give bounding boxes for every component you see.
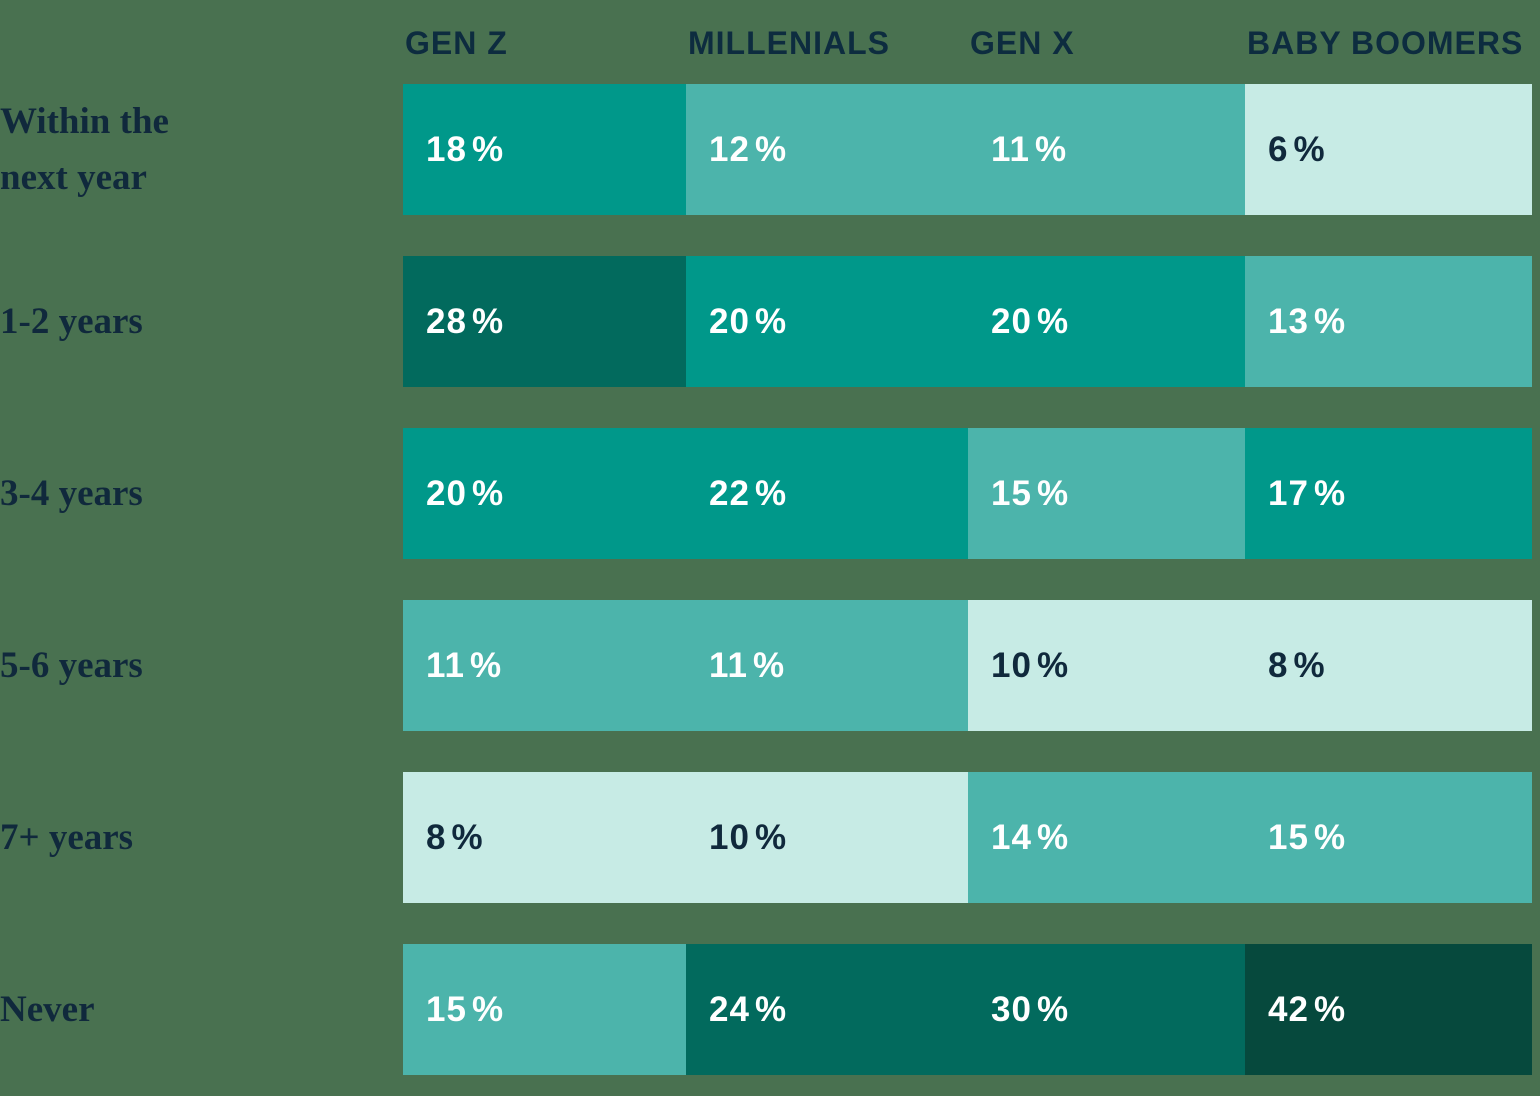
heatmap-cell: 10%: [968, 600, 1245, 731]
cell-value: 20: [709, 301, 750, 341]
column-header-baby-boomers: BABY BOOMERS: [1247, 25, 1524, 61]
cell-value: 15: [426, 989, 467, 1029]
heatmap-cell: 18%: [403, 84, 686, 215]
cell-value: 17: [1268, 473, 1309, 513]
heatmap-cell: 12%: [686, 84, 968, 215]
percent-sign: %: [1035, 129, 1068, 169]
heatmap-cell: 10%: [686, 772, 968, 903]
cell-value: 24: [709, 989, 750, 1029]
heatmap-cell: 15%: [1245, 772, 1532, 903]
table-row-3-4-years: 3-4 years 20% 22% 15% 17%: [0, 428, 1532, 559]
heatmap-cell: 20%: [403, 428, 686, 559]
row-label: Never: [0, 988, 95, 1030]
percent-sign: %: [1036, 817, 1070, 857]
heatmap-cell: 13%: [1245, 256, 1532, 387]
cell-value: 6: [1268, 129, 1289, 169]
row-label: Within the next year: [0, 101, 169, 198]
heatmap-cell: 15%: [403, 944, 686, 1075]
percent-sign: %: [754, 129, 788, 169]
percent-sign: %: [1313, 817, 1347, 857]
heatmap-cell: 11%: [403, 600, 686, 731]
column-header-gen-x: GEN X: [970, 25, 1075, 61]
cell-value: 11: [426, 645, 465, 685]
column-header-millenials: MILLENIALS: [688, 25, 890, 61]
cell-value: 20: [991, 301, 1032, 341]
heatmap-cell: 14%: [968, 772, 1245, 903]
cell-value: 22: [709, 473, 750, 513]
cell-value: 28: [426, 301, 467, 341]
heatmap-cell: 30%: [968, 944, 1245, 1075]
cell-value: 20: [426, 473, 467, 513]
percent-sign: %: [754, 301, 788, 341]
percent-sign: %: [471, 301, 505, 341]
table-row-7-years: 7+ years 8% 10% 14% 15%: [0, 772, 1532, 903]
percent-sign: %: [754, 473, 788, 513]
heatmap-cell: 20%: [968, 256, 1245, 387]
percent-sign: %: [1293, 129, 1326, 169]
percent-sign: %: [1036, 473, 1070, 513]
cell-value: 11: [709, 645, 748, 685]
cell-value: 15: [991, 473, 1032, 513]
header-row: GEN Z MILLENIALS GEN X BABY BOOMERS: [0, 0, 1532, 84]
cell-value: 14: [991, 817, 1032, 857]
percent-sign: %: [753, 645, 786, 685]
table-row-within-the-next-year: Within the next year 18% 12% 11% 6%: [0, 84, 1532, 215]
percent-sign: %: [1036, 989, 1070, 1029]
cell-value: 8: [426, 817, 447, 857]
heatmap-cell: 20%: [686, 256, 968, 387]
cell-value: 18: [426, 129, 467, 169]
percent-sign: %: [471, 989, 505, 1029]
cell-value: 10: [991, 645, 1032, 685]
heatmap-cell: 22%: [686, 428, 968, 559]
percent-sign: %: [471, 129, 505, 169]
column-header-gen-z: GEN Z: [405, 25, 508, 61]
heatmap-cell: 6%: [1245, 84, 1532, 215]
heatmap-cell: 24%: [686, 944, 968, 1075]
cell-value: 11: [991, 129, 1030, 169]
percent-sign: %: [451, 817, 484, 857]
percent-sign: %: [1036, 301, 1070, 341]
cell-value: 8: [1268, 645, 1289, 685]
cell-value: 12: [709, 129, 750, 169]
row-label-spacer: [0, 0, 403, 84]
cell-value: 13: [1268, 301, 1309, 341]
heatmap-cell: 28%: [403, 256, 686, 387]
heatmap-cell: 8%: [1245, 600, 1532, 731]
table-row-5-6-years: 5-6 years 11% 11% 10% 8%: [0, 600, 1532, 731]
table-row-1-2-years: 1-2 years 28% 20% 20% 13%: [0, 256, 1532, 387]
heatmap-cell: 11%: [968, 84, 1245, 215]
percent-sign: %: [1313, 473, 1347, 513]
cell-value: 42: [1268, 989, 1309, 1029]
cell-value: 30: [991, 989, 1032, 1029]
percent-sign: %: [1036, 645, 1070, 685]
table-row-never: Never 15% 24% 30% 42%: [0, 944, 1532, 1075]
heatmap-cell: 8%: [403, 772, 686, 903]
heatmap-cell: 42%: [1245, 944, 1532, 1075]
percent-sign: %: [1293, 645, 1326, 685]
percent-sign: %: [1313, 301, 1347, 341]
row-label: 7+ years: [0, 816, 134, 858]
percent-sign: %: [1313, 989, 1347, 1029]
percent-sign: %: [754, 989, 788, 1029]
heatmap-cell: 17%: [1245, 428, 1532, 559]
heatmap-cell: 11%: [686, 600, 968, 731]
heatmap-cell: 15%: [968, 428, 1245, 559]
generation-heatmap-chart: GEN Z MILLENIALS GEN X BABY BOOMERS Within t…: [0, 0, 1532, 1075]
cell-value: 15: [1268, 817, 1309, 857]
percent-sign: %: [471, 473, 505, 513]
row-label: 5-6 years: [0, 644, 143, 686]
percent-sign: %: [470, 645, 503, 685]
row-label: 1-2 years: [0, 300, 143, 342]
cell-value: 10: [709, 817, 750, 857]
row-label: 3-4 years: [0, 472, 143, 514]
percent-sign: %: [754, 817, 788, 857]
